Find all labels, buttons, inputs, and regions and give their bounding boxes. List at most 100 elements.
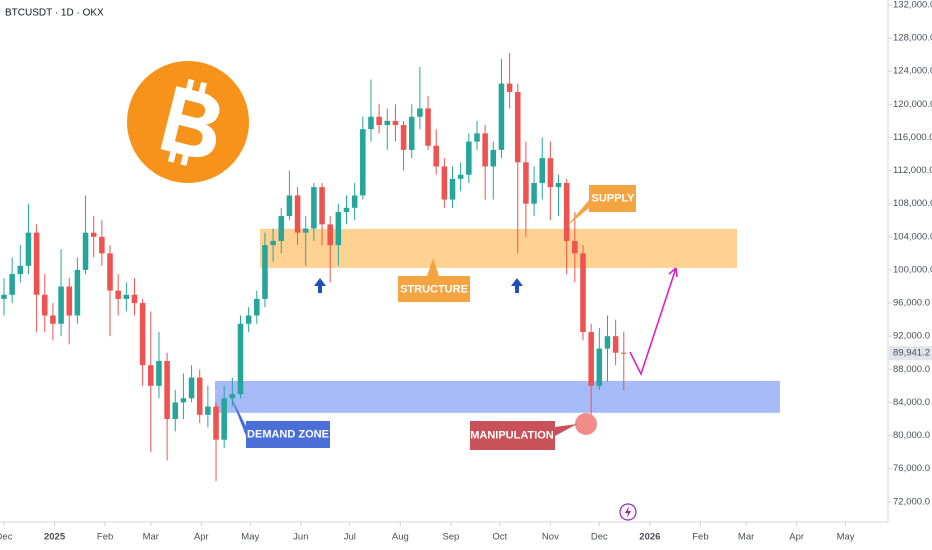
marker-circle bbox=[575, 413, 597, 435]
candle-body bbox=[74, 269, 81, 316]
candle-body bbox=[58, 286, 64, 324]
candle-body bbox=[327, 224, 333, 246]
y-tick-label: 84,000.0 bbox=[893, 397, 930, 408]
candle-body bbox=[523, 162, 529, 204]
candle-body bbox=[400, 125, 407, 150]
candle-body bbox=[229, 394, 236, 399]
candle-body bbox=[50, 315, 56, 324]
overlay: STRUCTURE SUPPLY DEMAND ZONE MANIPULATIO… bbox=[230, 185, 678, 521]
candle-body bbox=[1, 294, 7, 299]
x-tick-label: Mar bbox=[143, 532, 159, 543]
candle-body bbox=[148, 365, 154, 386]
x-tick-label: 2025 bbox=[44, 532, 66, 543]
candle-body bbox=[392, 120, 399, 126]
chart-title: BTCUSDT · 1D · OKX bbox=[5, 8, 104, 19]
zones bbox=[215, 228, 780, 413]
event-icon bbox=[619, 503, 637, 521]
x-tick-label: Apr bbox=[194, 532, 209, 543]
candle-body bbox=[351, 195, 358, 208]
candle-body bbox=[360, 129, 366, 196]
x-tick-label: Feb bbox=[692, 532, 708, 543]
candle-body bbox=[262, 245, 268, 299]
candle-body bbox=[457, 174, 464, 179]
candle-body bbox=[474, 133, 480, 142]
y-tick-label: 128,000.0 bbox=[893, 33, 932, 44]
candle-body bbox=[107, 253, 113, 291]
candle-body bbox=[123, 294, 130, 299]
x-tick-label: Dec bbox=[0, 532, 13, 543]
candle-body bbox=[343, 207, 350, 212]
candle-body bbox=[131, 294, 138, 304]
candle-body bbox=[139, 303, 146, 366]
candle-body bbox=[441, 166, 448, 200]
y-tick-label: 88,000.0 bbox=[893, 364, 930, 375]
candle-body bbox=[449, 178, 456, 200]
candle-body bbox=[205, 406, 211, 415]
x-tick-label: Nov bbox=[542, 532, 559, 543]
candle-body bbox=[514, 91, 521, 163]
candle-body bbox=[302, 228, 309, 233]
event-icon bbox=[625, 506, 631, 518]
callout-box bbox=[398, 258, 470, 302]
x-tick-label: Feb bbox=[97, 532, 113, 543]
candle-body bbox=[245, 315, 252, 324]
y-tick-label: 104,000.0 bbox=[893, 231, 932, 242]
y-tick-label: 72,000.0 bbox=[893, 496, 930, 507]
up-arrow bbox=[314, 278, 326, 293]
candle-body bbox=[547, 158, 554, 188]
y-tick-label: 108,000.0 bbox=[893, 198, 932, 209]
y-tick-label: 116,000.0 bbox=[893, 132, 932, 143]
y-tick-label: 124,000.0 bbox=[893, 66, 932, 77]
candle-body bbox=[588, 332, 594, 386]
projection-path bbox=[629, 267, 677, 377]
candle-body bbox=[466, 141, 472, 175]
candle-body bbox=[90, 232, 97, 237]
candle-body bbox=[172, 402, 179, 419]
last-price-label: 89,941.2 bbox=[893, 348, 930, 359]
projection-arrowhead bbox=[668, 267, 678, 278]
candle-body bbox=[294, 195, 301, 233]
candle-body bbox=[490, 149, 497, 167]
up-arrow bbox=[511, 278, 523, 293]
candle-body bbox=[572, 240, 578, 254]
candle-body bbox=[596, 348, 603, 386]
x-tick-label: Mar bbox=[738, 532, 754, 543]
x-tick-label: Oct bbox=[492, 532, 507, 543]
y-tick-label: 80,000.0 bbox=[893, 430, 930, 441]
candles bbox=[1, 52, 627, 482]
candle-body bbox=[9, 274, 15, 295]
candle-body bbox=[539, 158, 545, 183]
callout-box bbox=[470, 421, 577, 450]
callout-box bbox=[230, 395, 330, 448]
annotation-label: MANIPULATION bbox=[470, 429, 554, 441]
candle-body bbox=[482, 133, 488, 167]
candle-body bbox=[213, 406, 219, 440]
y-tick-label: 92,000.0 bbox=[893, 331, 930, 342]
candle-body bbox=[17, 265, 24, 275]
candle-body bbox=[417, 108, 423, 117]
y-tick-label: 120,000.0 bbox=[893, 99, 932, 110]
x-tick-label: Jun bbox=[293, 532, 308, 543]
candle-body bbox=[196, 377, 203, 415]
candle-body bbox=[368, 116, 374, 130]
candle-body bbox=[237, 323, 244, 395]
y-tick-label: 100,000.0 bbox=[893, 264, 932, 275]
x-tick-label: May bbox=[241, 532, 259, 543]
annotation-label: SUPPLY bbox=[591, 192, 635, 204]
candle-body bbox=[115, 290, 121, 299]
candle-body bbox=[384, 120, 391, 126]
candle-body bbox=[286, 195, 293, 217]
candle-body bbox=[180, 398, 187, 403]
callout-box bbox=[567, 185, 636, 226]
candle-body bbox=[311, 187, 317, 229]
candle-body bbox=[188, 377, 195, 399]
candle-body bbox=[254, 298, 260, 316]
x-tick-label: May bbox=[837, 532, 855, 543]
zone bbox=[215, 380, 780, 413]
last-price-box bbox=[889, 346, 932, 361]
candle-body bbox=[33, 232, 40, 295]
y-tick-label: 132,000.0 bbox=[893, 0, 932, 10]
candle-body bbox=[376, 116, 382, 126]
